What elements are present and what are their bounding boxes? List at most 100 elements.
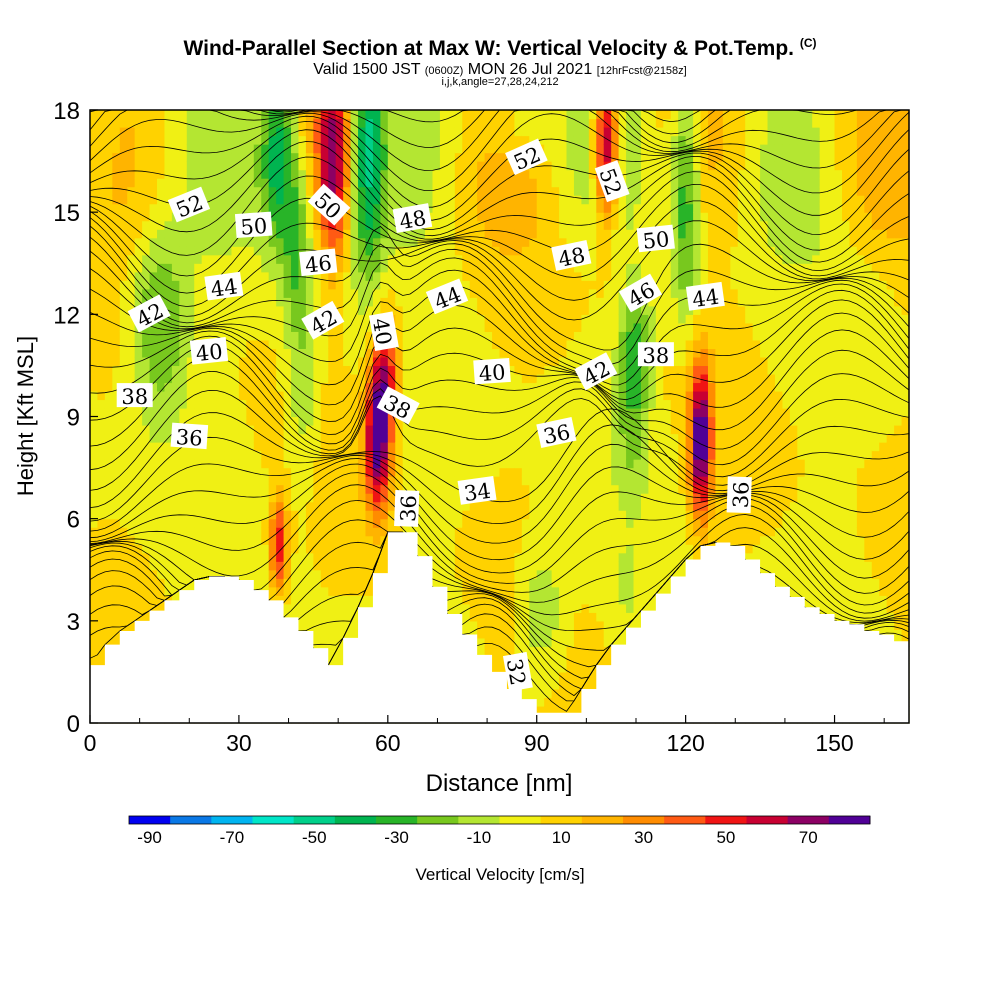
field-cell <box>186 459 195 469</box>
field-cell <box>350 586 359 596</box>
field-cell <box>224 220 233 230</box>
field-cell <box>559 135 568 145</box>
field-cell <box>372 382 381 392</box>
field-cell <box>559 178 568 188</box>
field-cell <box>521 203 530 213</box>
field-cell <box>164 578 173 588</box>
field-cell <box>231 331 240 341</box>
field-cell <box>313 169 322 179</box>
field-cell <box>343 535 352 545</box>
field-cell <box>209 322 218 332</box>
field-cell <box>171 280 180 290</box>
field-cell <box>514 569 523 579</box>
field-cell <box>566 680 575 690</box>
field-cell <box>514 237 523 247</box>
field-cell <box>157 152 166 162</box>
field-cell <box>462 127 471 137</box>
field-cell <box>462 416 471 426</box>
field-cell <box>566 671 575 682</box>
field-cell <box>350 425 359 435</box>
field-cell <box>194 263 203 273</box>
field-cell <box>432 518 441 528</box>
field-cell <box>216 186 225 196</box>
field-cell <box>283 186 292 196</box>
field-cell <box>194 535 203 545</box>
field-cell <box>261 314 270 324</box>
field-cell <box>551 399 560 409</box>
field-cell <box>462 110 471 120</box>
field-cell <box>492 237 501 247</box>
field-cell <box>588 450 597 460</box>
field-cell <box>477 407 486 418</box>
field-cell <box>588 620 597 630</box>
field-cell <box>186 237 195 247</box>
field-cell <box>387 118 396 128</box>
field-cell <box>439 373 448 384</box>
field-cell <box>447 322 456 332</box>
field-cell <box>551 365 560 375</box>
field-cell <box>566 237 575 247</box>
field-cell <box>588 127 597 137</box>
field-cell <box>253 527 262 537</box>
field-cell <box>253 127 262 137</box>
field-cell <box>112 510 121 520</box>
field-cell <box>283 433 292 443</box>
field-cell <box>164 510 173 520</box>
field-cell <box>551 442 560 452</box>
field-cell <box>358 297 367 307</box>
field-cell <box>588 110 597 120</box>
field-cell <box>358 203 367 213</box>
field-cell <box>238 203 247 213</box>
field-cell <box>395 476 404 486</box>
field-cell <box>477 399 486 409</box>
field-cell <box>231 552 240 562</box>
field-cell <box>142 280 151 290</box>
field-cell <box>559 612 568 622</box>
field-cell <box>298 501 307 511</box>
field-cell <box>484 390 493 401</box>
field-cell <box>149 263 158 273</box>
field-cell <box>291 314 300 324</box>
field-cell <box>179 450 188 460</box>
field-cell <box>134 365 143 375</box>
field-cell <box>224 561 233 571</box>
field-cell <box>559 705 568 716</box>
field-cell <box>313 501 322 511</box>
field-cell <box>127 161 136 171</box>
field-cell <box>276 518 285 528</box>
field-cell <box>291 561 300 571</box>
field-cell <box>261 552 270 562</box>
field-cell <box>328 637 337 647</box>
field-cell <box>209 373 218 384</box>
field-cell <box>521 399 530 409</box>
field-cell <box>142 450 151 460</box>
field-cell <box>216 544 225 554</box>
field-cell <box>462 620 471 630</box>
field-cell <box>506 348 515 358</box>
field-cell <box>201 161 210 171</box>
field-cell <box>90 518 99 528</box>
field-cell <box>253 356 262 367</box>
field-cell <box>238 297 247 307</box>
field-cell <box>134 220 143 230</box>
field-cell <box>499 339 508 349</box>
field-cell <box>90 425 99 435</box>
field-cell <box>469 390 478 401</box>
field-cell <box>127 620 136 630</box>
field-cell <box>328 229 337 239</box>
field-cell <box>484 527 493 537</box>
field-cell <box>216 442 225 452</box>
field-cell <box>477 152 486 162</box>
field-cell <box>521 518 530 528</box>
field-cell <box>194 127 203 137</box>
field-cell <box>90 246 99 256</box>
field-cell <box>499 561 508 571</box>
field-cell <box>119 110 128 120</box>
field-cell <box>164 271 173 281</box>
field-cell <box>186 493 195 503</box>
field-cell <box>246 407 255 418</box>
field-cell <box>283 220 292 230</box>
field-cell <box>417 518 426 528</box>
field-cell <box>447 314 456 324</box>
field-cell <box>231 220 240 230</box>
